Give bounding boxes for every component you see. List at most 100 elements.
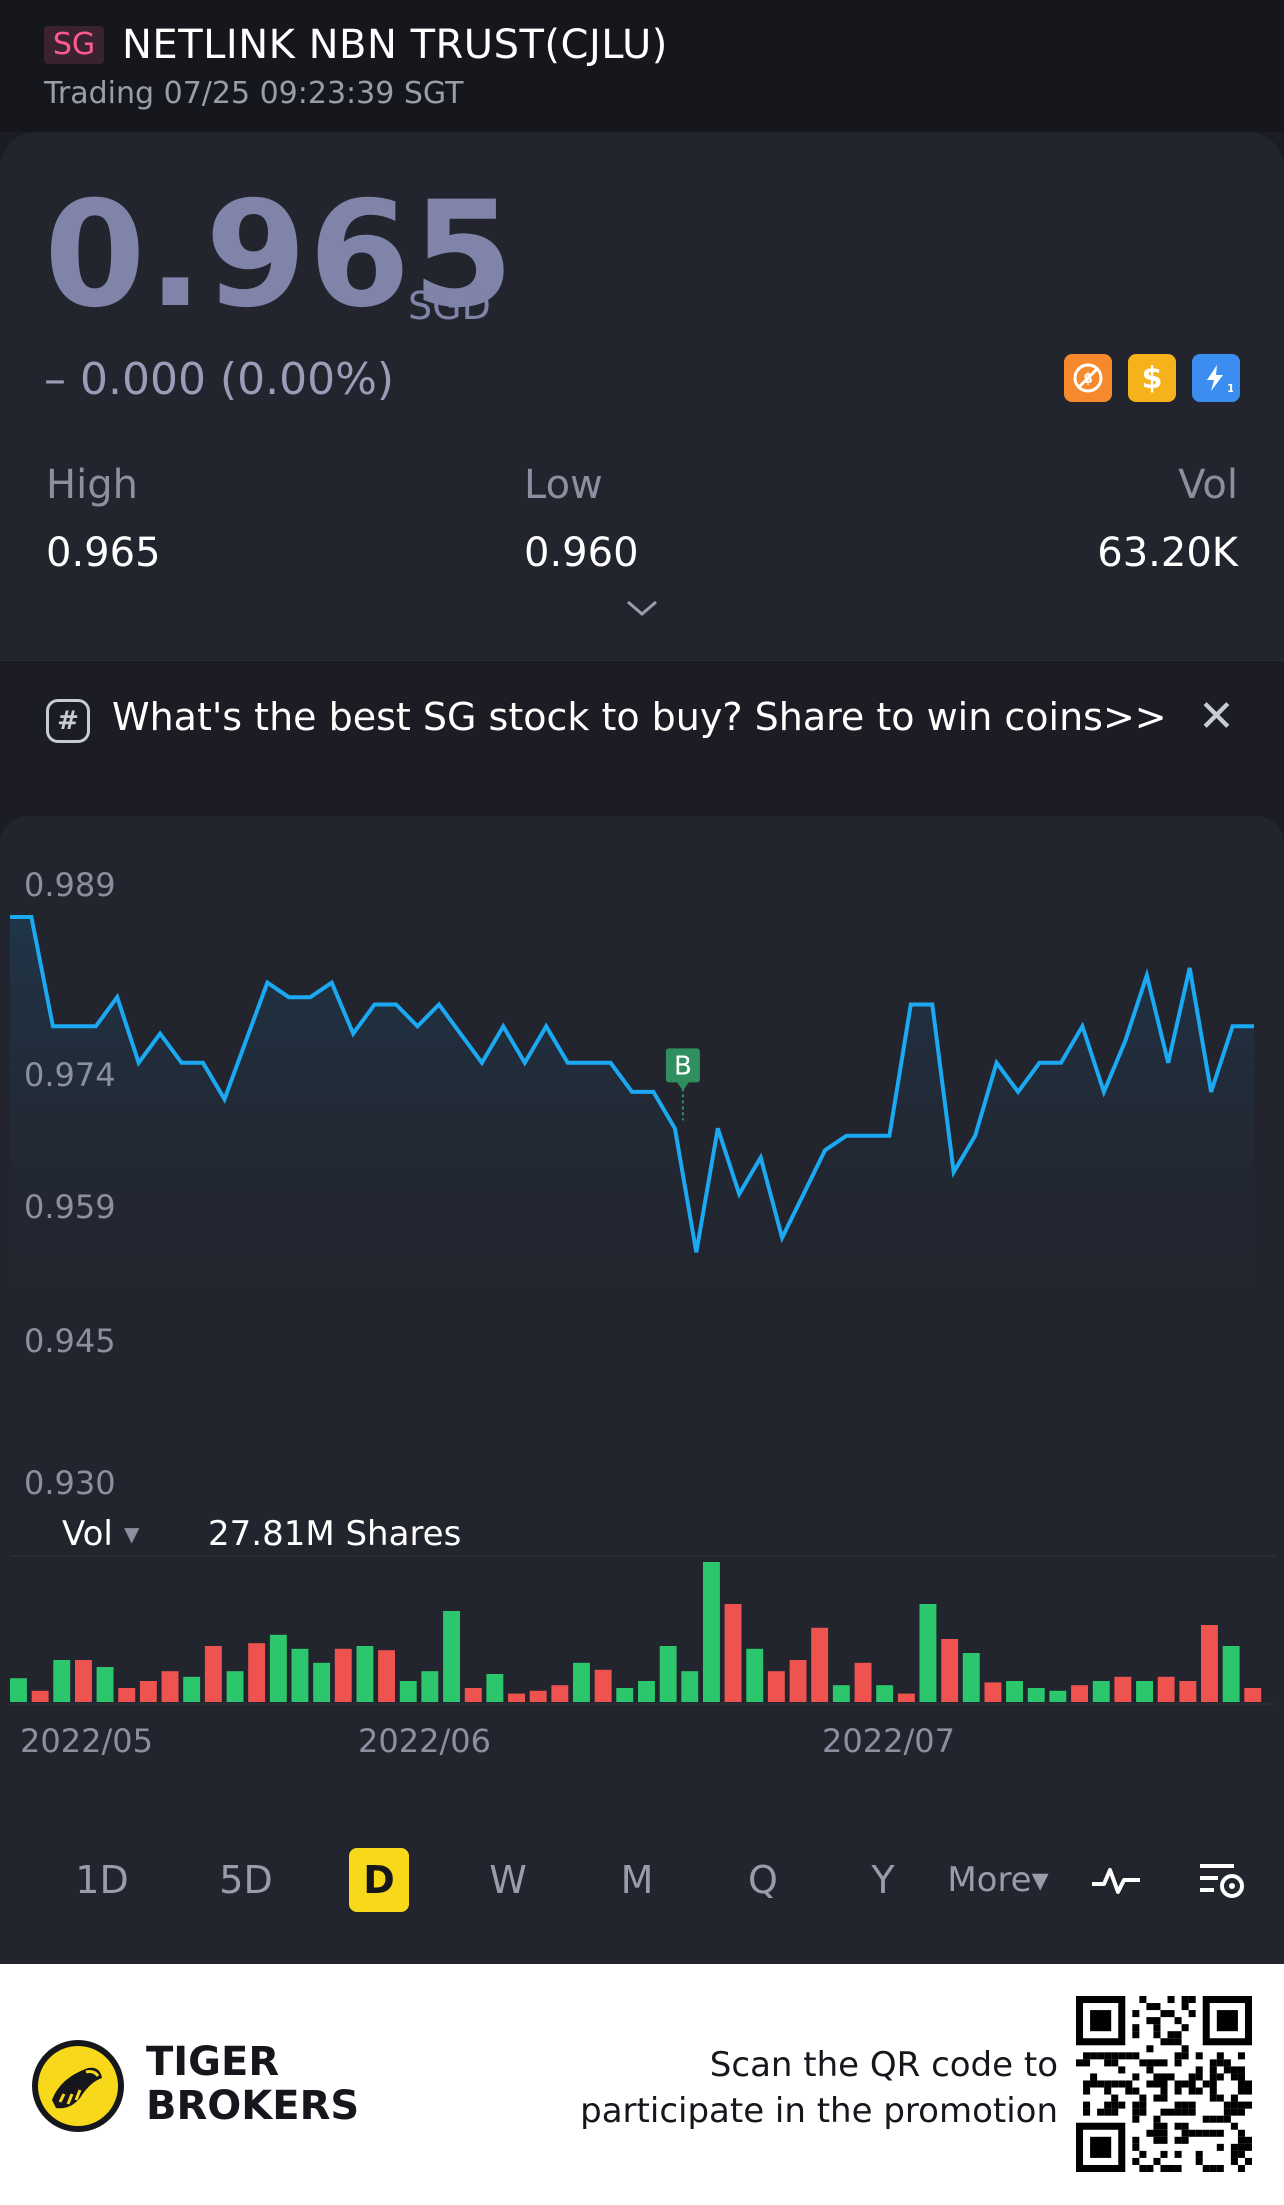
period-w[interactable]: W xyxy=(489,1858,527,1902)
qr-module xyxy=(1083,2059,1091,2067)
volume-indicator-label[interactable]: Vol xyxy=(62,1514,113,1554)
lightning-icon[interactable]: 1 xyxy=(1192,354,1240,402)
qr-module xyxy=(1167,1996,1175,2004)
qr-module xyxy=(1153,2122,1161,2130)
period-y[interactable]: Y xyxy=(871,1858,895,1902)
y-tick: 0.930 xyxy=(24,1464,116,1502)
volume-bar xyxy=(334,1648,352,1702)
period-more[interactable]: More▾ xyxy=(947,1860,1049,1900)
qr-module xyxy=(1237,2101,1245,2109)
qr-module xyxy=(1244,2087,1252,2095)
close-icon[interactable]: ✕ xyxy=(1198,691,1235,742)
volume-bar xyxy=(1136,1681,1153,1702)
qr-module xyxy=(1132,2087,1140,2095)
qr-module xyxy=(1153,2059,1161,2067)
qr-module xyxy=(1195,2073,1203,2081)
low-label: Low xyxy=(524,462,603,508)
promo-text[interactable]: What's the best SG stock to buy? Share t… xyxy=(112,695,1167,739)
qr-module xyxy=(1139,2094,1147,2102)
qr-module xyxy=(1132,2073,1140,2081)
qr-module xyxy=(1111,2108,1119,2116)
qr-module xyxy=(1237,2164,1245,2172)
qr-module xyxy=(1111,2052,1119,2060)
last-price: 0.965 xyxy=(44,170,516,340)
qr-module xyxy=(1167,2164,1175,2172)
caret-down-icon[interactable]: ▼ xyxy=(124,1522,140,1546)
volume-bar xyxy=(638,1681,655,1702)
qr-module xyxy=(1111,2094,1119,2102)
qr-module xyxy=(1181,2024,1189,2032)
qr-module xyxy=(1181,2122,1189,2130)
dollar-icon[interactable]: $ xyxy=(1128,354,1176,402)
volume-bar xyxy=(486,1674,504,1702)
period-5d[interactable]: 5D xyxy=(219,1858,273,1902)
chart-card[interactable]: B 0.989 0.974 0.959 0.945 0.930 Vol ▼ 27… xyxy=(0,816,1284,1964)
volume-bar xyxy=(378,1650,395,1702)
qr-module xyxy=(1209,2115,1217,2123)
qr-module xyxy=(1160,2108,1168,2116)
qr-module xyxy=(1139,2150,1147,2158)
indicator-icon[interactable] xyxy=(1088,1856,1144,1904)
qr-module xyxy=(1132,2157,1140,2165)
qr-module xyxy=(1139,1996,1147,2004)
promo-banner[interactable]: # What's the best SG stock to buy? Share… xyxy=(0,660,1284,780)
qr-module xyxy=(1237,2150,1245,2158)
qr-module xyxy=(1132,2115,1140,2123)
qr-module xyxy=(1237,2052,1245,2060)
qr-module xyxy=(1118,2066,1126,2074)
volume-bar xyxy=(1114,1676,1132,1702)
qr-module xyxy=(1223,2101,1231,2109)
qr-module xyxy=(1188,1996,1196,2004)
qr-module xyxy=(1132,2143,1140,2151)
qr-module xyxy=(1202,2164,1210,2172)
qr-module xyxy=(1160,2087,1168,2095)
volume-bar xyxy=(962,1653,980,1702)
volume-bar xyxy=(854,1662,872,1702)
scan-instructions: Scan the QR code to participate in the p… xyxy=(580,2042,1058,2134)
header: SG NETLINK NBN TRUST(CJLU) Trading 07/25… xyxy=(0,0,1284,132)
y-tick: 0.959 xyxy=(24,1188,116,1226)
volume-bar xyxy=(767,1671,785,1702)
qr-module xyxy=(1090,2073,1098,2081)
period-1d[interactable]: 1D xyxy=(75,1858,129,1902)
no-short-icon[interactable]: $ xyxy=(1064,354,1112,402)
qr-module xyxy=(1244,2136,1252,2144)
qr-module xyxy=(1153,2003,1161,2011)
volume-bar xyxy=(984,1682,1002,1702)
chevron-down-icon[interactable] xyxy=(624,596,660,620)
qr-module xyxy=(1230,2108,1238,2116)
period-d[interactable]: D xyxy=(349,1848,409,1912)
qr-module xyxy=(1174,2017,1182,2025)
period-m[interactable]: M xyxy=(620,1858,654,1902)
vol-label: Vol xyxy=(1178,462,1238,508)
chart-settings-icon[interactable] xyxy=(1194,1856,1250,1904)
qr-module xyxy=(1097,2108,1105,2116)
qr-module xyxy=(1153,2080,1161,2088)
volume-bar xyxy=(508,1693,525,1702)
qr-module xyxy=(1188,2087,1196,2095)
qr-module xyxy=(1230,2073,1238,2081)
qr-module xyxy=(1230,2150,1238,2158)
period-q[interactable]: Q xyxy=(748,1858,778,1902)
qr-module xyxy=(1090,2080,1098,2088)
volume-bar xyxy=(789,1660,807,1702)
qr-module xyxy=(1237,2108,1245,2116)
qr-module xyxy=(1237,2136,1245,2144)
price-chart[interactable]: B xyxy=(0,816,1284,1716)
volume-bar xyxy=(161,1671,179,1702)
qr-module xyxy=(1146,2003,1154,2011)
qr-module xyxy=(1209,2094,1217,2102)
tiger-brokers-logo xyxy=(32,2040,124,2132)
qr-module xyxy=(1153,2136,1161,2144)
period-selector: 1D 5D D W M Q Y More▾ xyxy=(0,1826,1284,1926)
qr-module xyxy=(1146,2017,1154,2025)
qr-module xyxy=(1230,2101,1238,2109)
qr-code xyxy=(1076,1996,1252,2172)
qr-module xyxy=(1139,2164,1147,2172)
y-tick: 0.945 xyxy=(24,1322,116,1360)
qr-module xyxy=(1097,2080,1105,2088)
volume-bar xyxy=(919,1604,937,1702)
qr-module xyxy=(1153,2094,1161,2102)
qr-module xyxy=(1104,2059,1112,2067)
qr-module xyxy=(1146,2066,1154,2074)
